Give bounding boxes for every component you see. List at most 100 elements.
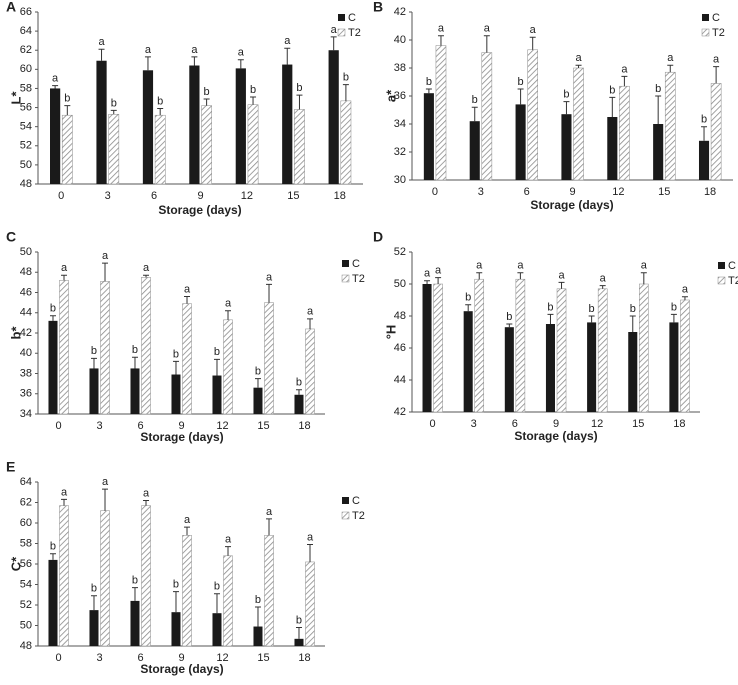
significance-letter: a: [61, 262, 68, 274]
legend-label: C: [728, 260, 736, 272]
significance-letter: a: [143, 262, 150, 274]
significance-letter: a: [225, 298, 232, 310]
x-tick-label: 6: [524, 186, 530, 198]
error-bar: [435, 277, 442, 284]
y-tick-label: 34: [20, 408, 32, 420]
significance-letter: b: [50, 541, 56, 553]
significance-letter: a: [284, 35, 291, 47]
panel-label: C: [6, 229, 16, 245]
error-bar: [131, 587, 138, 601]
error-bar: [701, 126, 708, 141]
legend-label: T2: [352, 510, 365, 522]
y-tick-label: 48: [20, 640, 32, 652]
x-tick-label: 0: [55, 420, 61, 432]
significance-letter: a: [191, 44, 198, 56]
y-axis-label: °H: [383, 325, 398, 340]
y-tick-label: 42: [20, 327, 32, 339]
significance-letter: a: [641, 260, 648, 272]
y-tick-label: 60: [20, 517, 32, 529]
y-tick-label: 42: [394, 406, 406, 418]
x-tick-label: 3: [478, 186, 484, 198]
error-bar: [599, 285, 606, 289]
y-tick-label: 66: [20, 6, 32, 18]
error-bar: [237, 59, 244, 69]
bar: [171, 612, 181, 646]
error-bar: [98, 48, 105, 61]
error-bar: [476, 272, 483, 280]
bar: [556, 288, 567, 413]
legend-swatch: [717, 276, 726, 285]
significance-letter: a: [307, 306, 314, 318]
significance-letter: a: [435, 265, 442, 277]
error-bar: [184, 296, 191, 304]
x-tick-label: 0: [432, 186, 438, 198]
y-tick-label: 40: [20, 347, 32, 359]
significance-letter: b: [132, 344, 138, 356]
error-bar: [144, 56, 151, 71]
bar: [527, 49, 538, 181]
bar: [253, 387, 263, 414]
y-tick-label: 46: [20, 286, 32, 298]
x-axis-label: Storage (days): [158, 203, 241, 217]
bar: [435, 45, 447, 181]
error-bar: [330, 36, 337, 51]
error-bar: [295, 627, 302, 639]
error-bar: [213, 593, 220, 614]
legend-swatch: [718, 262, 725, 269]
significance-letter: b: [506, 311, 512, 323]
significance-letter: b: [173, 348, 179, 360]
legend-label: T2: [352, 273, 365, 285]
significance-letter: a: [307, 531, 314, 543]
panel-label: B: [373, 0, 383, 15]
y-tick-label: 44: [20, 307, 32, 319]
bar: [264, 302, 274, 415]
significance-letter: b: [547, 301, 553, 313]
x-tick-label: 18: [704, 186, 716, 198]
y-tick-label: 48: [20, 266, 32, 278]
bar: [481, 52, 493, 181]
y-tick-label: 52: [20, 599, 32, 611]
error-bar: [254, 606, 261, 627]
bar: [340, 100, 352, 185]
error-bar: [266, 283, 273, 303]
x-tick-label: 15: [257, 652, 269, 664]
y-tick-label: 46: [394, 342, 406, 354]
significance-letter: b: [343, 72, 349, 84]
x-axis-label: Storage (days): [140, 430, 223, 444]
y-tick-label: 32: [394, 146, 406, 158]
error-bar: [547, 313, 554, 324]
bar: [639, 283, 649, 413]
error-bar: [437, 35, 444, 46]
significance-letter: a: [476, 260, 483, 272]
bar: [59, 505, 69, 647]
legend-swatch: [341, 274, 350, 283]
bar: [474, 278, 485, 413]
error-bar: [640, 272, 647, 284]
legend-label: C: [352, 495, 360, 507]
y-tick-label: 64: [20, 25, 32, 37]
bar: [182, 535, 192, 647]
x-tick-label: 0: [430, 418, 436, 430]
error-bar: [172, 360, 179, 375]
significance-letter: a: [238, 47, 245, 59]
x-tick-label: 9: [178, 652, 184, 664]
y-tick-label: 36: [394, 90, 406, 102]
x-tick-label: 12: [216, 652, 228, 664]
error-bar: [681, 296, 688, 300]
error-bar: [49, 315, 56, 321]
bar: [142, 70, 154, 184]
legend-swatch: [342, 260, 349, 267]
legend-label: T2: [348, 27, 361, 39]
bar: [469, 121, 480, 180]
bar: [573, 67, 584, 181]
error-bar: [131, 356, 138, 369]
bar: [597, 288, 608, 413]
significance-letter: a: [266, 271, 273, 283]
error-bar: [621, 75, 628, 87]
bar: [264, 535, 274, 647]
bar: [223, 555, 233, 647]
error-bar: [588, 315, 595, 323]
error-bar: [184, 526, 191, 536]
bar: [96, 60, 107, 184]
